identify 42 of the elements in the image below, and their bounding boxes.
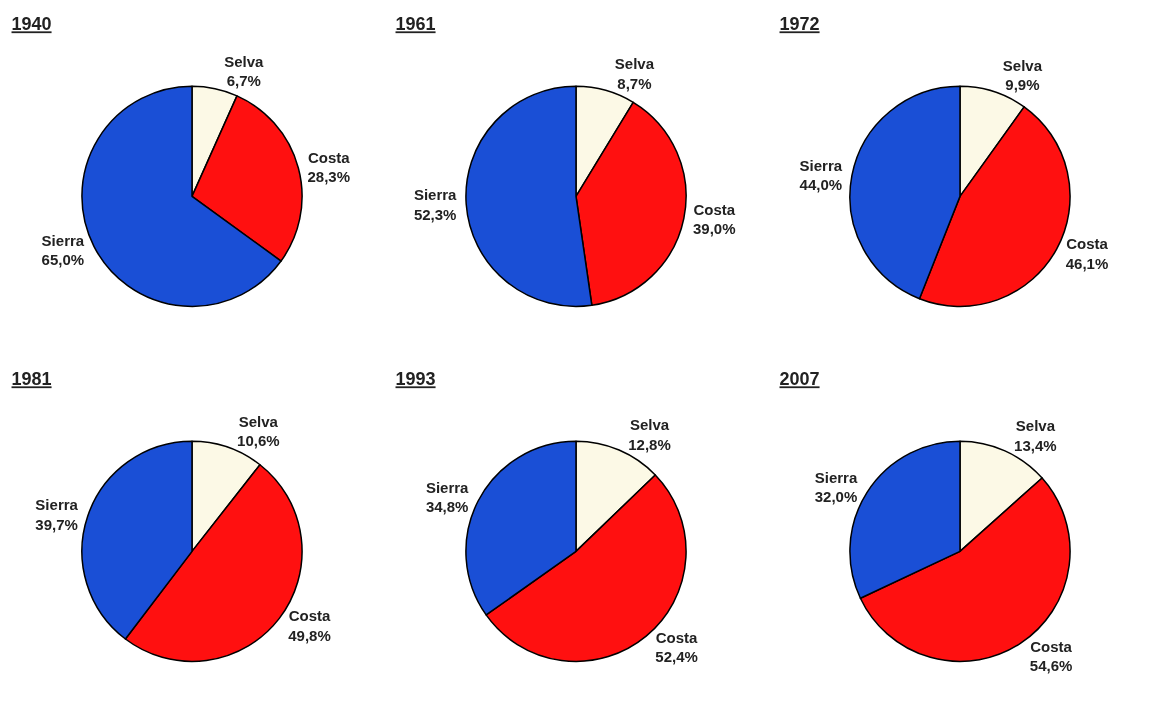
data-label: 34,8% — [425, 498, 469, 516]
chart-title: 1961 — [395, 14, 436, 35]
data-label: 39,7% — [35, 515, 78, 533]
slice-label: Costa — [307, 148, 351, 166]
slice-label: Selva — [238, 412, 279, 430]
data-label: 65,0% — [41, 251, 85, 269]
chart-title: 1940 — [11, 14, 52, 35]
slice-label: Sierra — [814, 468, 858, 486]
data-label: 46,1% — [1065, 254, 1109, 272]
slice-label: Selva — [1002, 56, 1043, 74]
data-label: 6,7% — [226, 72, 261, 90]
data-label: 54,6% — [1029, 657, 1073, 675]
slice-label: Costa — [1066, 235, 1109, 253]
chart-title: 1972 — [779, 14, 820, 35]
slice-label: Sierra — [41, 231, 85, 249]
data-label: 52,4% — [655, 648, 698, 666]
data-label: 13,4% — [1014, 436, 1057, 454]
data-label: 28,3% — [307, 168, 351, 186]
chart-title: 1993 — [395, 369, 436, 390]
slice-label: Sierra — [413, 186, 458, 204]
slice-label: Costa — [1030, 637, 1073, 655]
slice-label: Sierra — [799, 156, 843, 174]
data-label: 10,6% — [237, 432, 280, 450]
data-label: 39,0% — [692, 220, 736, 238]
data-label: 52,3% — [413, 205, 457, 223]
slice-label: Selva — [224, 53, 264, 70]
slice-label: Costa — [288, 607, 332, 625]
slice-label: Selva — [614, 55, 655, 73]
slice-label: Selva — [1015, 417, 1056, 435]
data-label: 44,0% — [799, 176, 843, 194]
data-label: 8,7% — [617, 74, 652, 92]
chart-title: 1981 — [11, 369, 52, 390]
data-label: 12,8% — [628, 435, 671, 453]
slice-label: Sierra — [425, 478, 470, 496]
data-label: 49,8% — [288, 626, 331, 644]
slice-label: Costa — [693, 200, 736, 218]
data-label: 9,9% — [1005, 76, 1040, 94]
chart-title: 2007 — [779, 369, 820, 390]
slice-label: Costa — [655, 628, 699, 646]
slice-label: Selva — [629, 416, 670, 434]
data-label: 32,0% — [814, 488, 858, 506]
slice-label: Sierra — [35, 496, 79, 514]
